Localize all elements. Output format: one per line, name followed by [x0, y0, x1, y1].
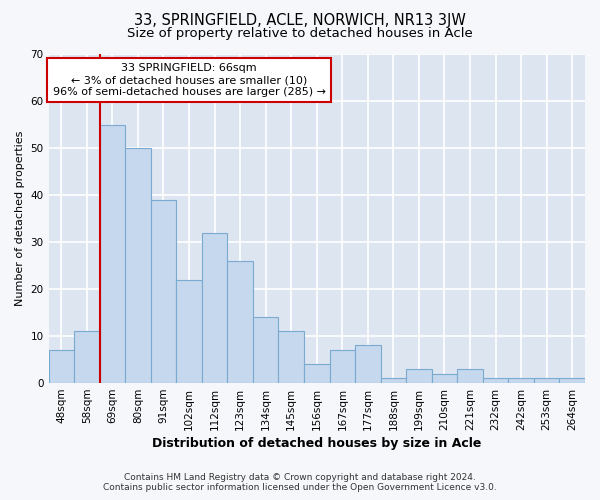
Bar — [483, 378, 508, 383]
Bar — [125, 148, 151, 383]
Bar — [329, 350, 355, 383]
Bar — [74, 332, 100, 383]
Bar — [559, 378, 585, 383]
Bar — [355, 346, 380, 383]
X-axis label: Distribution of detached houses by size in Acle: Distribution of detached houses by size … — [152, 437, 481, 450]
Bar — [406, 369, 432, 383]
Bar — [457, 369, 483, 383]
Bar — [49, 350, 74, 383]
Bar — [151, 200, 176, 383]
Bar — [508, 378, 534, 383]
Bar — [100, 124, 125, 383]
Bar — [176, 280, 202, 383]
Bar — [380, 378, 406, 383]
Y-axis label: Number of detached properties: Number of detached properties — [15, 131, 25, 306]
Bar — [202, 232, 227, 383]
Text: 33, SPRINGFIELD, ACLE, NORWICH, NR13 3JW: 33, SPRINGFIELD, ACLE, NORWICH, NR13 3JW — [134, 12, 466, 28]
Bar — [227, 261, 253, 383]
Bar — [278, 332, 304, 383]
Bar — [253, 318, 278, 383]
Text: Size of property relative to detached houses in Acle: Size of property relative to detached ho… — [127, 28, 473, 40]
Bar — [534, 378, 559, 383]
Text: Contains HM Land Registry data © Crown copyright and database right 2024.
Contai: Contains HM Land Registry data © Crown c… — [103, 473, 497, 492]
Text: 33 SPRINGFIELD: 66sqm
← 3% of detached houses are smaller (10)
96% of semi-detac: 33 SPRINGFIELD: 66sqm ← 3% of detached h… — [53, 64, 326, 96]
Bar — [432, 374, 457, 383]
Bar — [304, 364, 329, 383]
